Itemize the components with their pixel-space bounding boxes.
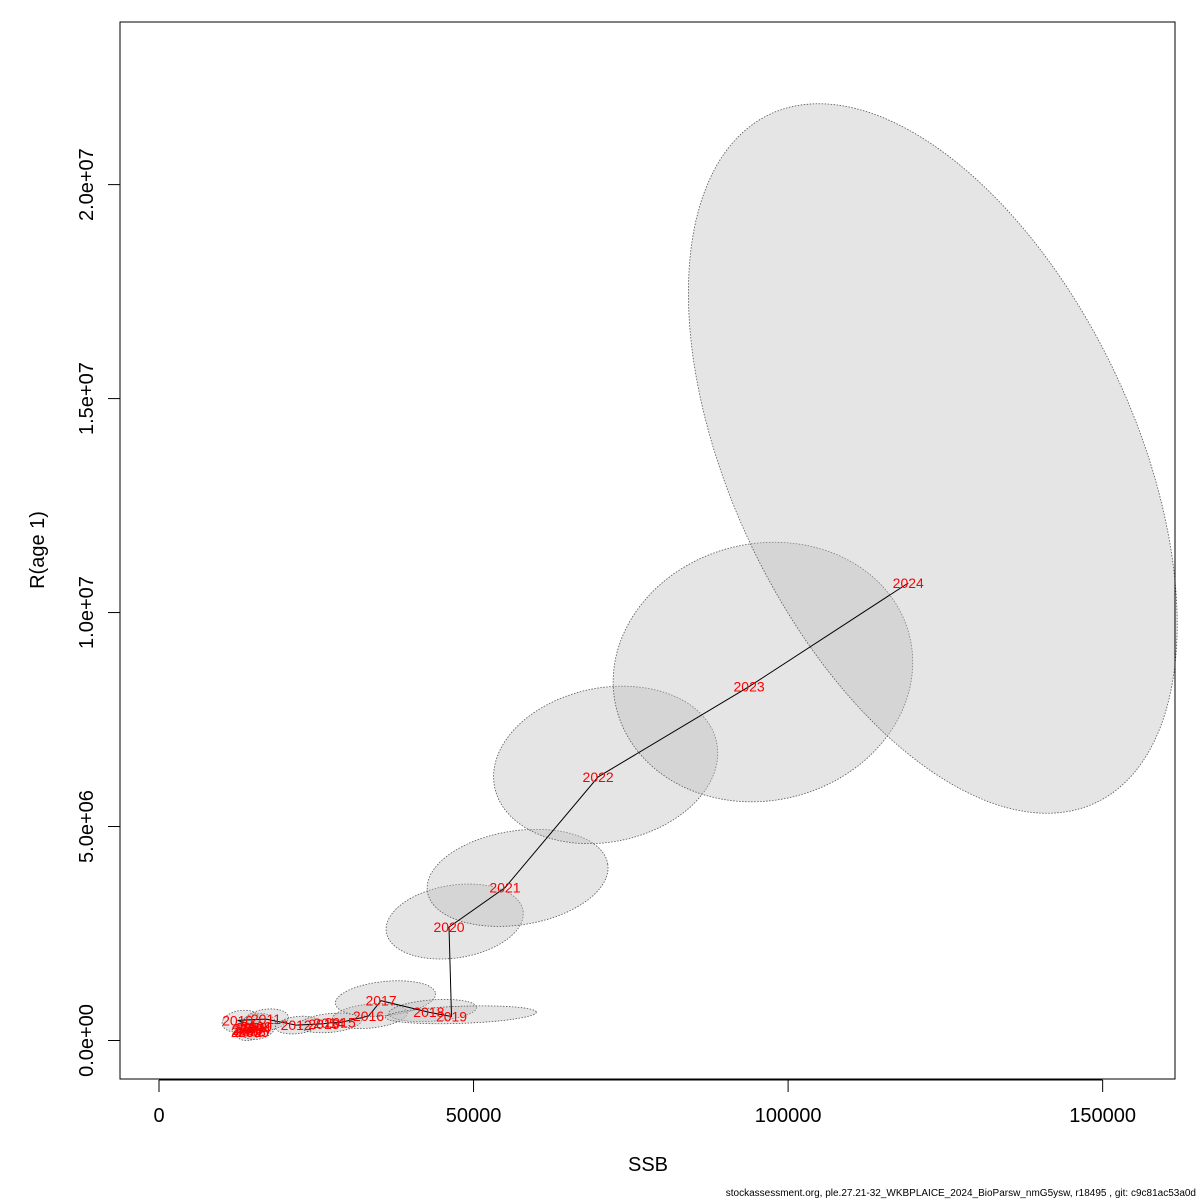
trajectory-line [237,582,909,1033]
x-axis: 0 50000 100000 150000 [153,1079,1136,1127]
confidence-region-2002 [234,1018,263,1042]
footer-note: stockassessment.org, ple.27.21-32_WKBPLA… [726,1188,1196,1199]
x-tick-label: 100000 [755,1105,822,1127]
x-tick-label: 0 [153,1105,164,1127]
y-tick-label: 1.5e+07 [76,362,98,435]
year-label-2002: 2002 [231,1024,262,1040]
year-label-2019: 2019 [436,1009,467,1025]
year-label-2013: 2013 [308,1016,339,1032]
confidence-region-2018 [388,998,477,1023]
year-label-2022: 2022 [583,769,614,785]
year-label-2009: 2009 [241,1018,272,1034]
year-label-2023: 2023 [734,679,765,695]
confidence-region-2020 [385,883,524,960]
year-labels: 2002200320042005200620072008200920102011… [222,575,924,1040]
x-axis-title: SSB [628,1154,668,1176]
y-tick-label: 0.0e+00 [76,1004,98,1077]
y-tick-label: 1.0e+07 [76,576,98,649]
confidence-regions [221,103,1178,1042]
sr-trajectory [237,582,909,1033]
year-label-2003: 2003 [235,1023,266,1039]
y-axis-title: R(age 1) [27,511,49,589]
year-label-2012: 2012 [281,1017,312,1033]
confidence-region-2021 [426,828,609,927]
year-label-2010: 2010 [222,1012,253,1028]
year-label-2014: 2014 [313,1015,344,1031]
x-tick-label: 50000 [446,1105,502,1127]
y-tick-label: 5.0e+06 [76,790,98,863]
year-label-2016: 2016 [353,1008,384,1024]
confidence-region-2024 [687,103,1178,814]
year-label-2018: 2018 [413,1004,444,1020]
y-axis: 0.0e+00 5.0e+06 1.0e+07 1.5e+07 2.0e+07 [76,148,121,1077]
y-tick-label: 2.0e+07 [76,148,98,221]
year-label-2021: 2021 [489,880,520,896]
confidence-region-2023 [612,541,914,803]
year-label-2006: 2006 [231,1022,262,1038]
x-tick-label: 150000 [1069,1105,1136,1127]
year-label-2024: 2024 [893,575,924,591]
confidence-region-2022 [493,685,719,845]
year-label-2005: 2005 [238,1024,269,1040]
year-label-2015: 2015 [325,1015,356,1031]
year-label-2017: 2017 [365,993,396,1009]
confidence-region-2016 [331,1003,408,1029]
year-label-2020: 2020 [433,919,464,935]
year-label-2004: 2004 [240,1021,271,1037]
year-label-2011: 2011 [251,1011,281,1027]
year-label-2008: 2008 [236,1020,267,1036]
year-label-2007: 2007 [233,1021,264,1037]
